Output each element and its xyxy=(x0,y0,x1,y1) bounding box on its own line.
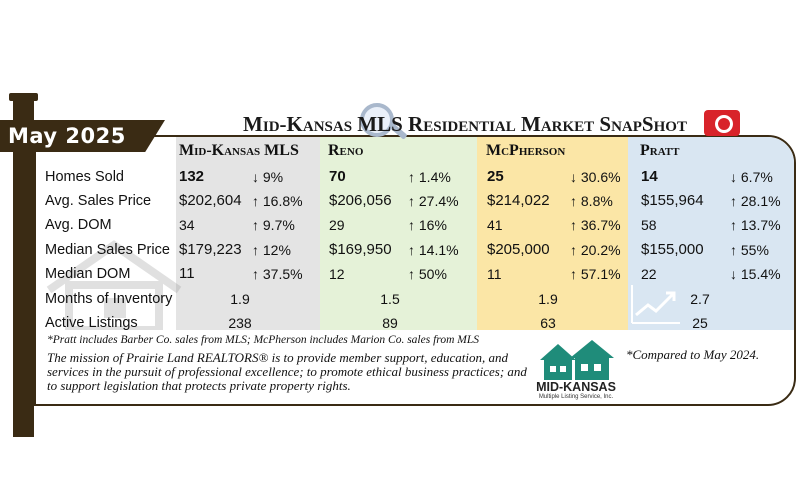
cell-value: $206,056 xyxy=(329,192,392,209)
cell-value: 34 xyxy=(179,217,195,233)
logo-wordmark: MID-KANSAS xyxy=(536,380,616,394)
cell-value: 29 xyxy=(329,217,345,233)
cell-value: 132 xyxy=(179,168,205,185)
column-header-mid-kansas: Mid-Kansas MLS xyxy=(179,142,299,159)
cell-value: $155,964 xyxy=(641,192,704,209)
column-header-reno: Reno xyxy=(328,142,364,159)
reno-column-bg xyxy=(320,137,477,330)
row-label-median-sales-price: Median Sales Price xyxy=(45,242,170,258)
column-header-mcpherson: McPherson xyxy=(486,142,566,159)
row-label-median-dom: Median DOM xyxy=(45,266,131,282)
cell-value: 1.9 xyxy=(538,291,558,307)
cell-value: 41 xyxy=(487,217,503,233)
cell-change: ↑ 16% xyxy=(408,217,447,233)
cell-change: ↑ 20.2% xyxy=(570,242,621,258)
cell-change: ↑ 36.7% xyxy=(570,217,621,233)
cell-change: ↓ 15.4% xyxy=(730,266,781,282)
cell-change: ↑ 28.1% xyxy=(730,193,781,209)
row-label-active-listings: Active Listings xyxy=(45,315,138,331)
cell-change: ↑ 55% xyxy=(730,242,769,258)
cell-change: ↑ 57.1% xyxy=(570,266,621,282)
cell-change: ↓ 30.6% xyxy=(570,169,621,185)
cell-value: 89 xyxy=(382,315,398,331)
page-title: Mid-Kansas MLS Residential Market SnapSh… xyxy=(243,112,687,136)
house-watermark-icon xyxy=(46,240,182,330)
cell-change: ↑ 12% xyxy=(252,242,291,258)
magnifier-icon xyxy=(360,103,394,137)
row-label-homes-sold: Homes Sold xyxy=(45,169,124,185)
cell-value: 238 xyxy=(228,315,252,331)
cell-value: 2.7 xyxy=(690,291,710,307)
cell-change: ↓ 9% xyxy=(252,169,284,185)
mcpherson-column-bg xyxy=(477,137,628,330)
logo-subtitle: Multiple Listing Service, Inc. xyxy=(538,394,614,400)
cell-value: 25 xyxy=(692,315,708,331)
date-banner xyxy=(0,120,165,152)
cell-value: $214,022 xyxy=(487,192,550,209)
cell-value: 1.5 xyxy=(380,291,400,307)
cell-change: ↑ 8.8% xyxy=(570,193,613,209)
cell-value: 11 xyxy=(179,265,195,282)
camera-lens-icon xyxy=(715,115,733,133)
cell-change: ↓ 6.7% xyxy=(730,169,773,185)
footnote: *Pratt includes Barber Co. sales from ML… xyxy=(47,334,479,346)
cell-value: 22 xyxy=(641,266,657,282)
row-label-avg-sales-price: Avg. Sales Price xyxy=(45,193,152,209)
cell-change: ↑ 50% xyxy=(408,266,447,282)
cell-value: $169,950 xyxy=(329,241,392,258)
trend-up-icon xyxy=(631,285,680,324)
cell-value: $202,604 xyxy=(179,192,242,209)
mid-kansas-column-bg xyxy=(176,137,320,330)
cell-value: $205,000 xyxy=(487,241,550,258)
cell-change: ↑ 16.8% xyxy=(252,193,303,209)
cell-value: $155,000 xyxy=(641,241,704,258)
row-label-months-inventory: Months of Inventory xyxy=(45,291,173,307)
cell-change: ↑ 27.4% xyxy=(408,193,459,209)
pratt-column-bg xyxy=(628,137,794,330)
houses-logo-icon xyxy=(540,340,614,380)
mission-statement: The mission of Prairie Land REALTORS® is… xyxy=(47,350,527,393)
comparison-note: *Compared to May 2024. xyxy=(626,347,760,362)
snapshot-board xyxy=(34,135,796,406)
date-banner-text: May 2025 xyxy=(8,124,126,148)
cell-change: ↑ 13.7% xyxy=(730,217,781,233)
cell-change: ↑ 9.7% xyxy=(252,217,295,233)
row-label-avg-dom: Avg. DOM xyxy=(45,217,112,233)
cell-value: 25 xyxy=(487,168,504,185)
cell-value: 63 xyxy=(540,315,556,331)
cell-change: ↑ 37.5% xyxy=(252,266,303,282)
cell-value: 14 xyxy=(641,168,658,185)
cell-value: 11 xyxy=(487,266,502,282)
cell-value: $179,223 xyxy=(179,241,242,258)
cell-change: ↑ 14.1% xyxy=(408,242,459,258)
cell-value: 12 xyxy=(329,266,345,282)
cell-value: 58 xyxy=(641,217,657,233)
column-header-pratt: Pratt xyxy=(640,142,680,159)
cell-value: 1.9 xyxy=(230,291,250,307)
cell-value: 70 xyxy=(329,168,346,185)
signpost-post xyxy=(13,97,34,437)
cell-change: ↑ 1.4% xyxy=(408,169,451,185)
